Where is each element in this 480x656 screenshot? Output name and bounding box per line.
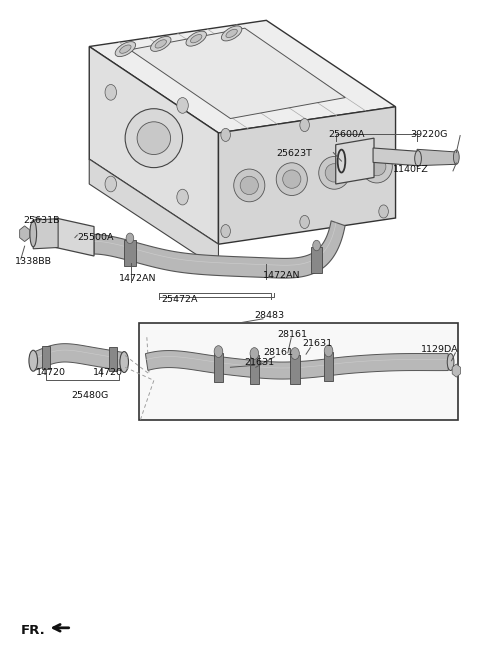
Text: 1140FZ: 1140FZ [393,165,429,174]
Bar [290,355,300,384]
Polygon shape [89,47,218,244]
Polygon shape [417,150,456,166]
Text: 28161: 28161 [263,348,293,358]
Bar [311,247,323,273]
Polygon shape [130,28,345,119]
Text: 14720: 14720 [93,368,123,377]
Polygon shape [33,218,58,249]
Ellipse shape [283,170,301,188]
Text: 25480G: 25480G [72,391,109,400]
Circle shape [126,233,134,243]
Circle shape [177,189,188,205]
Circle shape [313,240,321,251]
Polygon shape [94,221,345,278]
Ellipse shape [29,350,37,371]
Text: 25600A: 25600A [328,130,365,139]
Text: 39220G: 39220G [410,130,447,139]
Ellipse shape [30,220,36,247]
Ellipse shape [319,157,350,189]
Polygon shape [145,350,448,379]
Polygon shape [89,159,218,269]
Polygon shape [373,148,417,166]
Circle shape [250,348,259,359]
Ellipse shape [137,122,170,155]
Text: 25631B: 25631B [24,216,60,225]
Text: 1338BB: 1338BB [15,257,52,266]
Ellipse shape [120,352,129,373]
Ellipse shape [447,354,454,371]
Ellipse shape [191,35,202,43]
Text: 25472A: 25472A [161,295,198,304]
Polygon shape [32,344,126,371]
Text: 14720: 14720 [36,368,66,377]
Circle shape [300,215,310,228]
Circle shape [221,129,230,142]
Text: 1472AN: 1472AN [263,270,300,279]
Bar [109,347,118,371]
Circle shape [221,224,230,237]
Bar [124,239,136,266]
Bar [250,355,259,384]
Text: 21631: 21631 [302,339,332,348]
Text: 25500A: 25500A [77,233,114,241]
Text: 1472AN: 1472AN [120,274,157,283]
Ellipse shape [325,164,343,182]
Ellipse shape [368,157,386,176]
Circle shape [177,98,188,113]
Bar [140,323,458,420]
Ellipse shape [115,41,135,56]
Circle shape [291,348,300,359]
Circle shape [105,85,117,100]
Ellipse shape [454,150,459,165]
Text: 25623T: 25623T [276,150,312,159]
Circle shape [105,176,117,192]
Polygon shape [218,107,396,244]
Text: FR.: FR. [21,624,46,637]
Ellipse shape [361,150,392,183]
Ellipse shape [234,169,265,202]
Ellipse shape [125,109,182,168]
Ellipse shape [151,37,171,51]
Bar [324,352,333,381]
Text: 21631: 21631 [245,358,275,367]
Ellipse shape [186,31,206,46]
Ellipse shape [221,26,242,41]
Circle shape [214,346,223,358]
Circle shape [324,345,333,357]
Text: 28483: 28483 [254,310,285,319]
Bar [42,346,50,369]
Ellipse shape [155,40,167,48]
Bar [214,353,223,382]
Text: 1129DA: 1129DA [421,344,458,354]
Polygon shape [56,218,94,256]
Ellipse shape [415,151,421,167]
Ellipse shape [20,227,29,240]
Circle shape [300,119,310,132]
Text: 28161: 28161 [277,329,307,338]
Polygon shape [89,20,396,133]
Ellipse shape [240,176,258,195]
Ellipse shape [226,30,237,37]
Ellipse shape [120,45,131,53]
Ellipse shape [276,163,307,195]
Polygon shape [336,138,374,184]
Circle shape [379,205,388,218]
